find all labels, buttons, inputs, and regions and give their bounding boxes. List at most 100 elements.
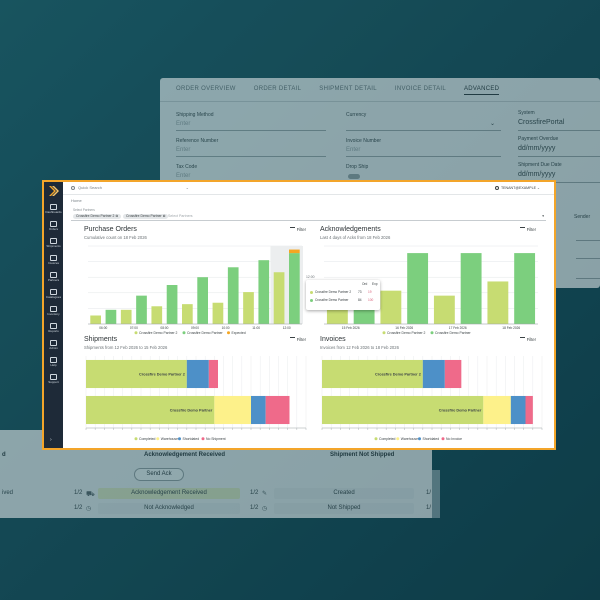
legend-swatch	[182, 331, 186, 335]
purchase-orders-panel: Purchase Orders Cumulative count on 18 F…	[84, 226, 306, 336]
send-ack-button[interactable]: Send Ack	[134, 468, 184, 481]
column-header-ack-received: Acknowledgement Received	[144, 452, 226, 458]
search-input[interactable]: Quick Search ⌄	[71, 185, 189, 192]
sidebar-item-support[interactable]: Support	[44, 374, 63, 388]
tab-shipment-detail[interactable]: SHIPMENT DETAIL	[319, 86, 377, 92]
chart-title: Purchase Orders	[84, 226, 137, 233]
chart-title: Invoices	[320, 336, 346, 343]
bar-segment	[86, 359, 187, 389]
field-shipping-method[interactable]: Enter	[176, 121, 191, 127]
tab-advanced[interactable]: ADVANCED	[464, 86, 500, 95]
field-shipment-due-date[interactable]: dd/mm/yyyy	[518, 171, 556, 178]
filter-placeholder: Select Partners	[168, 214, 193, 218]
tab-order-overview[interactable]: ORDER OVERVIEW	[176, 86, 236, 92]
filter-icon	[289, 227, 295, 231]
filter-button[interactable]: Filter	[289, 337, 306, 342]
bar	[289, 253, 300, 324]
field-label-invoice-number: Invoice Number	[346, 138, 382, 144]
sidebar-item-dashboards[interactable]: Dashboards	[44, 204, 63, 218]
sidebar-item-partners[interactable]: Partners	[44, 272, 63, 286]
x-tick-label: 09:00	[191, 326, 199, 330]
field-reference-number[interactable]: Enter	[176, 147, 191, 153]
bar	[433, 295, 455, 324]
bar-segment	[186, 359, 209, 389]
reports-icon	[50, 323, 57, 329]
status-badge: Not Acknowledged	[98, 503, 240, 514]
row-count: 1/2	[74, 505, 83, 511]
search-placeholder: Quick Search	[78, 185, 103, 190]
x-tick-label: 06:00	[99, 326, 107, 330]
bar	[380, 290, 402, 324]
filter-button[interactable]: Filter	[289, 227, 306, 232]
x-tick-label: 16 Feb 2026	[395, 326, 413, 330]
table-row: ived 1/2 ⛟ Acknowledgement Received 1/2 …	[0, 488, 432, 500]
bar-segment	[265, 395, 290, 425]
partner-filter[interactable]: Select Partners Crossfire Demo Partner 2…	[71, 208, 546, 221]
chart-title: Acknowledgements	[320, 226, 381, 233]
bar	[136, 295, 147, 324]
sidebar-item-admin[interactable]: Admin	[44, 340, 63, 354]
legend-label: Crossfire Demo Partner 2	[387, 331, 426, 335]
user-menu[interactable]: TENANT@EXAMPLE ⌄	[494, 186, 540, 191]
bar	[166, 285, 178, 324]
status-badge: Created	[274, 488, 414, 499]
x-tick-label: 11:00	[252, 326, 260, 330]
field-tax-code[interactable]: Enter	[176, 173, 191, 179]
chevron-down-icon[interactable]: ⌄	[185, 185, 189, 190]
bar-segment	[510, 395, 526, 425]
sidebar-item-label: Shipments	[46, 244, 61, 248]
field-invoice-number[interactable]: Enter	[346, 147, 361, 153]
bar	[120, 309, 132, 324]
field-system[interactable]: CrossfirePortal	[518, 119, 565, 126]
chart-subtitle: Cumulative count on 18 Feb 2026	[84, 235, 147, 240]
drop-ship-toggle[interactable]	[348, 174, 360, 179]
sidebar-item-inventory[interactable]: Inventory	[44, 306, 63, 320]
field-label-tax-code: Tax Code	[176, 164, 198, 170]
orders-icon	[50, 221, 57, 227]
breadcrumb[interactable]: Home	[71, 198, 82, 203]
x-tick-label: 10:00	[222, 326, 230, 330]
help-icon	[50, 357, 57, 363]
tooltip-value: 100	[368, 298, 374, 302]
legend-swatch	[418, 437, 421, 441]
bar-segment	[322, 395, 484, 425]
sidebar-item-catalogues[interactable]: Catalogues	[44, 289, 63, 303]
row-left-text: ived	[2, 490, 14, 496]
chevron-down-icon[interactable]: ▾	[542, 214, 544, 218]
bar	[460, 253, 482, 324]
pencil-icon[interactable]: ✎	[262, 491, 268, 497]
filter-button[interactable]: Filter	[519, 227, 536, 232]
support-icon	[50, 374, 57, 380]
tab-order-detail[interactable]: ORDER DETAIL	[253, 86, 302, 92]
tooltip-header: Ord	[362, 282, 368, 286]
sidebar-item-invoices[interactable]: Invoices	[44, 255, 63, 269]
filter-button[interactable]: Filter	[519, 337, 536, 342]
filter-icon	[519, 227, 525, 231]
status-badge: Not Shipped	[274, 503, 414, 514]
shipments-icon	[50, 238, 57, 244]
admin-icon	[50, 340, 57, 346]
x-tick-label: 15 Feb 2026	[342, 326, 360, 330]
field-payment-overdue[interactable]: dd/mm/yyyy	[518, 145, 556, 152]
partner-chip[interactable]: Crossfire Demo Partner ⊗	[123, 214, 169, 219]
chevron-down-icon[interactable]: ⌄	[490, 121, 496, 127]
bar	[227, 267, 239, 324]
tab-invoice-detail[interactable]: INVOICE DETAIL	[394, 86, 446, 92]
row-count: 1/2	[74, 490, 83, 496]
bar	[182, 304, 193, 324]
chart-subtitle: Invoices from 12 Feb 2026 to 18 Feb 2026	[320, 345, 399, 350]
filter-icon	[289, 337, 295, 341]
logo-icon[interactable]	[47, 185, 59, 197]
column-header-shipment-not-shipped: Shipment Not Shipped	[330, 452, 395, 458]
sidebar-item-help[interactable]: Help	[44, 357, 63, 371]
tooltip-value: 73	[358, 290, 362, 294]
sidebar-item-reports[interactable]: Reports	[44, 323, 63, 337]
legend-swatch	[430, 331, 434, 335]
chevron-right-icon[interactable]: ›	[50, 437, 52, 443]
sidebar-item-label: Reports	[48, 329, 59, 333]
partner-chip[interactable]: Crossfire Demo Partner 2 ⊗	[73, 214, 122, 219]
bar	[514, 253, 536, 324]
field-label-drop-ship: Drop Ship	[346, 164, 369, 170]
sidebar-item-orders[interactable]: Orders	[44, 221, 63, 235]
sidebar-item-shipments[interactable]: Shipments	[44, 238, 63, 252]
